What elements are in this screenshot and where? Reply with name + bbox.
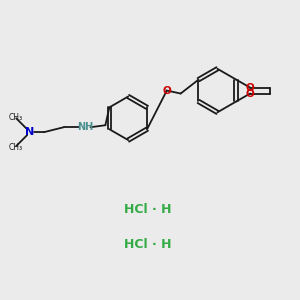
Text: N: N bbox=[26, 127, 35, 137]
Text: CH₃: CH₃ bbox=[8, 142, 22, 152]
Text: HCl · H: HCl · H bbox=[124, 203, 172, 216]
Text: NH: NH bbox=[77, 122, 94, 132]
Text: O: O bbox=[162, 85, 171, 96]
Text: O: O bbox=[246, 88, 254, 98]
Text: HCl · H: HCl · H bbox=[124, 238, 172, 250]
Text: CH₃: CH₃ bbox=[8, 113, 22, 122]
Text: O: O bbox=[246, 82, 254, 93]
